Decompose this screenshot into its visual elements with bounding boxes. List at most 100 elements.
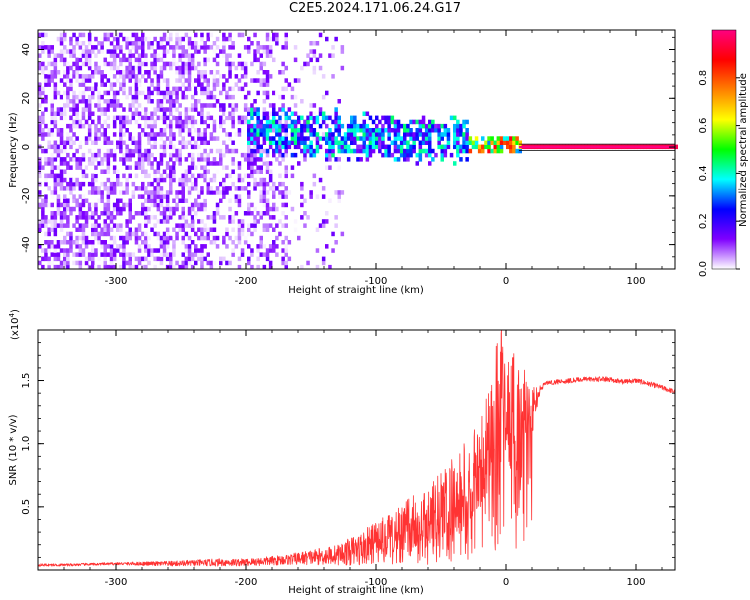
heatmap-cell: [119, 115, 123, 121]
heatmap-cell: [253, 132, 257, 137]
heatmap-cell: [462, 136, 466, 141]
heatmap-cell: [181, 144, 185, 150]
heatmap-cell: [187, 211, 192, 216]
heatmap-cell: [156, 107, 161, 112]
heatmap-cell: [103, 74, 107, 79]
heatmap-cell: [116, 45, 120, 50]
heatmap-cell: [200, 70, 204, 75]
heatmap-cell: [234, 198, 239, 203]
heatmap-cell: [334, 115, 338, 121]
heatmap-cell: [125, 65, 129, 71]
heatmap-cell: [421, 132, 426, 137]
heatmap-cell: [272, 206, 276, 212]
heatmap-cell: [165, 90, 170, 96]
heatmap-cell: [318, 144, 323, 150]
heatmap-cell: [100, 194, 104, 199]
heatmap-cell: [156, 90, 161, 96]
heatmap-cell: [247, 49, 251, 54]
heatmap-cell: [250, 107, 254, 112]
heatmap-cell: [122, 57, 126, 63]
heatmap-cell: [215, 45, 220, 50]
heatmap-cell: [162, 36, 167, 42]
heatmap-cell: [169, 32, 173, 38]
heatmap-cell: [150, 202, 154, 208]
heatmap-cell: [206, 190, 210, 195]
heatmap-cell: [91, 202, 95, 208]
heatmap-cell: [265, 252, 270, 257]
heatmap-cell: [212, 78, 217, 83]
heatmap-cell: [175, 111, 179, 116]
heatmap-cell: [247, 36, 251, 42]
heatmap-cell: [281, 202, 285, 208]
heatmap-cell: [387, 128, 391, 133]
heatmap-cell: [674, 144, 678, 150]
heatmap-cell: [306, 144, 310, 150]
heatmap-cell: [159, 107, 164, 112]
heatmap-cell: [393, 136, 398, 141]
heatmap-cell: [453, 128, 457, 133]
heatmap-cell: [181, 260, 185, 266]
heatmap-cell: [225, 227, 229, 232]
heatmap-cell: [259, 235, 263, 241]
heatmap-cell: [137, 144, 142, 150]
heatmap-cell: [141, 206, 145, 212]
heatmap-cell: [159, 144, 164, 150]
heatmap-cell: [203, 227, 207, 232]
heatmap-cell: [421, 119, 426, 125]
heatmap-cell: [303, 157, 307, 162]
heatmap-cell: [66, 231, 70, 237]
heatmap-cell: [228, 111, 232, 116]
heatmap-cell: [203, 132, 207, 137]
heatmap-cell: [53, 186, 58, 191]
heatmap-cell: [262, 70, 267, 75]
heatmap-cell: [225, 173, 229, 179]
heatmap-cell: [465, 136, 469, 141]
heatmap-cell: [109, 235, 114, 241]
heatmap-cell: [94, 65, 98, 71]
heatmap-cell: [119, 61, 123, 67]
heatmap-cell: [119, 32, 123, 38]
heatmap-cell: [59, 32, 64, 38]
heatmap-cell: [309, 148, 313, 154]
heatmap-cell: [141, 74, 145, 79]
heatmap-cell: [87, 61, 92, 67]
heatmap-cell: [334, 190, 338, 195]
heatmap-cell: [209, 136, 214, 141]
heatmap-cell: [50, 157, 54, 162]
heatmap-cell: [128, 74, 132, 79]
heatmap-cell: [437, 128, 441, 133]
heatmap-cell: [81, 74, 86, 79]
heatmap-cell: [365, 111, 370, 116]
heatmap-cell: [134, 78, 139, 83]
heatmap-cell: [437, 132, 441, 137]
heatmap-cell: [318, 223, 323, 228]
heatmap-cell: [194, 140, 198, 145]
heatmap-cell: [356, 157, 360, 162]
heatmap-cell: [375, 123, 379, 129]
heatmap-cell: [340, 190, 345, 195]
heatmap-cell: [144, 53, 148, 58]
heatmap-cell: [78, 157, 83, 162]
heatmap-cell: [315, 136, 320, 141]
heatmap-cell: [247, 227, 251, 232]
heatmap-cell: [119, 49, 123, 54]
heatmap-cell: [293, 119, 298, 125]
heatmap-cell: [362, 128, 366, 133]
heatmap-cell: [281, 94, 285, 100]
heatmap-cell: [453, 136, 457, 141]
heatmap-cell: [181, 186, 185, 191]
heatmap-cell: [272, 128, 276, 133]
heatmap-cell: [112, 202, 117, 208]
heatmap-cell: [131, 231, 136, 237]
heatmap-cell: [247, 132, 251, 137]
heatmap-cell: [418, 132, 423, 137]
heatmap-cell: [47, 186, 51, 191]
heatmap-cell: [106, 148, 111, 154]
heatmap-cell: [72, 177, 76, 183]
snr-frame: [37, 329, 676, 571]
heatmap-cell: [109, 211, 114, 216]
heatmap-cell: [387, 144, 391, 150]
heatmap-cell: [250, 169, 254, 174]
heatmap-cell: [312, 152, 317, 158]
heatmap-cell: [169, 177, 173, 183]
